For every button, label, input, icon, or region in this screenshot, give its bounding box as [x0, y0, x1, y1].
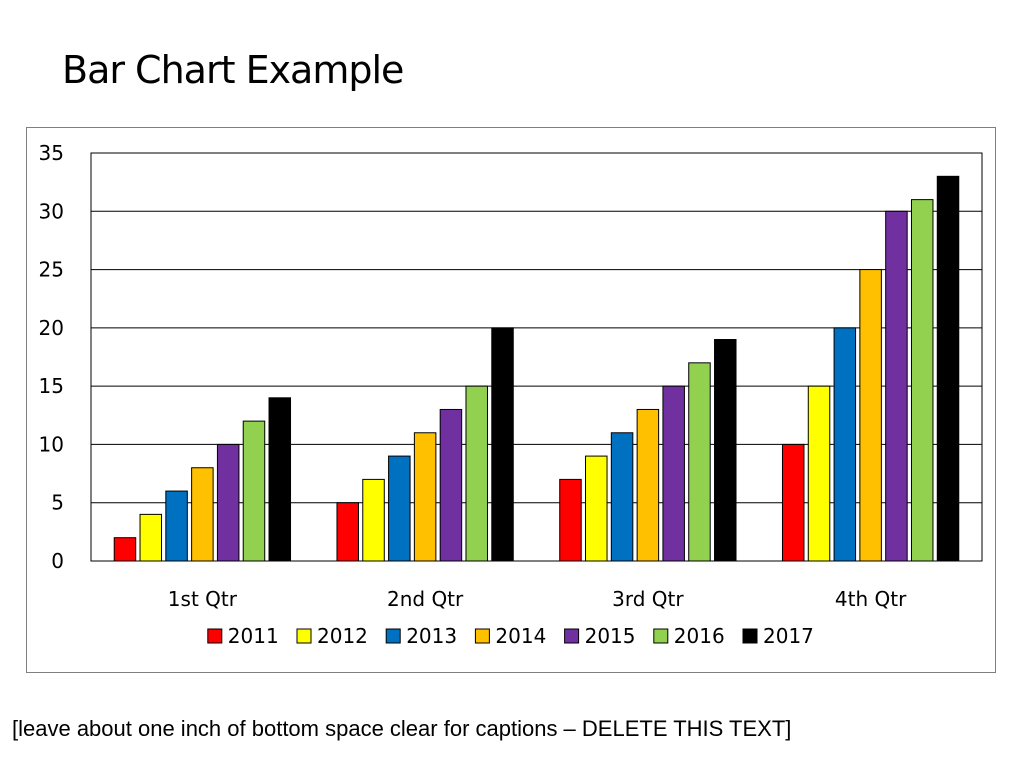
- bar-2013-2nd-qtr: [388, 455, 411, 562]
- x-tick-label: 3rd Qtr: [612, 587, 684, 611]
- y-tick-label: 20: [39, 316, 64, 340]
- bar-2017-4th-qtr: [936, 175, 960, 562]
- y-tick-label: 35: [39, 141, 64, 165]
- y-tick-label: 0: [51, 549, 64, 573]
- legend-swatch-2012: [296, 628, 312, 644]
- legend-label: 2013: [406, 624, 457, 648]
- chart-frame: 0 5 10 15 20 25 30 35 1st Qtr 2nd Qtr 3rd Qtr 4th Q…: [26, 127, 996, 673]
- legend-swatch-2017: [742, 628, 758, 644]
- y-tick-label: 15: [39, 374, 64, 398]
- bar-2012-4th-qtr: [807, 385, 831, 562]
- bar-2013-1st-qtr: [165, 490, 188, 562]
- legend-swatch-2013: [385, 628, 401, 644]
- y-tick-label: 5: [51, 491, 64, 515]
- x-tick-label: 4th Qtr: [835, 587, 907, 611]
- bar-2011-1st-qtr: [113, 537, 137, 562]
- bar-2015-1st-qtr: [216, 443, 240, 562]
- slide-title: Bar Chart Example: [62, 48, 404, 92]
- plot-area: [90, 152, 983, 562]
- bar-2014-4th-qtr: [859, 269, 882, 562]
- bar-2014-1st-qtr: [191, 467, 214, 562]
- y-tick-label: 25: [39, 258, 64, 282]
- legend-swatch-2014: [474, 628, 490, 644]
- bar-2015-4th-qtr: [885, 210, 908, 562]
- bar-2017-1st-qtr: [268, 397, 292, 562]
- bar-2012-2nd-qtr: [362, 478, 385, 562]
- bar-2014-2nd-qtr: [413, 432, 437, 562]
- bar-2017-3rd-qtr: [714, 339, 737, 562]
- bar-2016-4th-qtr: [910, 199, 934, 562]
- bar-2017-2nd-qtr: [491, 327, 514, 562]
- y-tick-label: 10: [39, 432, 64, 456]
- bar-2011-3rd-qtr: [559, 478, 582, 562]
- y-tick-label: 30: [39, 199, 64, 223]
- legend-swatch-2015: [564, 628, 580, 644]
- bar-2011-2nd-qtr: [336, 502, 359, 562]
- bar-2016-1st-qtr: [242, 420, 266, 562]
- legend-swatch-2011: [207, 628, 223, 644]
- legend-label: 2014: [495, 624, 546, 648]
- bar-chart: 0 5 10 15 20 25 30 35 1st Qtr 2nd Qtr 3rd Qtr 4th Q…: [39, 141, 983, 648]
- legend-label: 2011: [228, 624, 279, 648]
- bar-2016-3rd-qtr: [688, 362, 711, 562]
- legend-label: 2015: [585, 624, 636, 648]
- bar-2012-3rd-qtr: [585, 455, 608, 562]
- bar-2015-2nd-qtr: [439, 408, 463, 562]
- legend-label: 2012: [317, 624, 368, 648]
- legend-label: 2016: [674, 624, 725, 648]
- bar-2013-4th-qtr: [833, 327, 857, 562]
- bar-2012-1st-qtr: [139, 513, 163, 562]
- caption-text: [leave about one inch of bottom space cl…: [12, 716, 792, 741]
- bar-2011-4th-qtr: [781, 443, 805, 562]
- bar-2013-3rd-qtr: [610, 432, 634, 562]
- bar-2014-3rd-qtr: [636, 408, 660, 562]
- x-tick-label: 2nd Qtr: [387, 587, 464, 611]
- legend-swatch-2016: [653, 628, 669, 644]
- bar-2016-2nd-qtr: [465, 385, 488, 562]
- legend-label: 2017: [763, 624, 814, 648]
- x-tick-label: 1st Qtr: [168, 587, 238, 611]
- bar-2015-3rd-qtr: [662, 385, 685, 562]
